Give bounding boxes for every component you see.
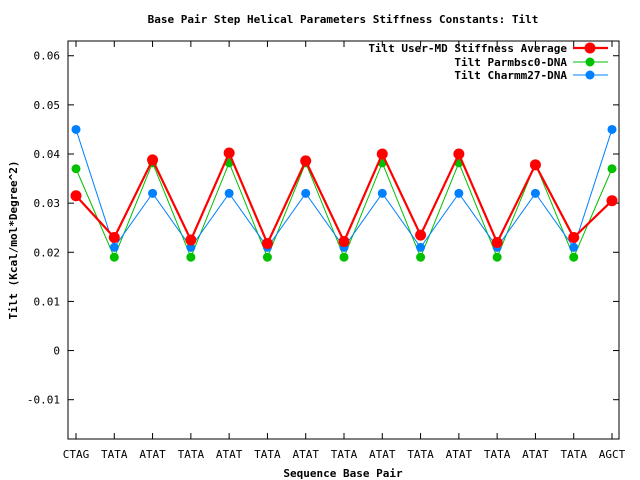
y-axis-label: Tilt (Kcal/mol*Degree^2) — [7, 161, 20, 320]
x-tick-label: ATAT — [139, 448, 166, 461]
legend-marker — [585, 70, 595, 80]
x-tick-label: ATAT — [292, 448, 319, 461]
x-axis-label: Sequence Base Pair — [283, 467, 403, 480]
x-tick-label: ATAT — [369, 448, 396, 461]
x-tick-label: ATAT — [446, 448, 473, 461]
x-tick-label: CTAG — [63, 448, 90, 461]
x-tick-label: ATAT — [216, 448, 243, 461]
data-point — [108, 232, 120, 244]
data-point — [186, 242, 196, 252]
x-tick-label: TATA — [560, 448, 587, 461]
y-tick-label: 0.05 — [34, 99, 61, 112]
chart-title: Base Pair Step Helical Parameters Stiffn… — [148, 13, 539, 26]
data-point — [262, 252, 272, 262]
data-point — [492, 252, 502, 262]
data-point — [338, 235, 350, 247]
data-point — [223, 147, 235, 159]
data-point — [186, 252, 196, 262]
series-0 — [70, 147, 618, 249]
data-point — [568, 232, 580, 244]
y-tick-label: 0.04 — [34, 148, 61, 161]
data-point — [530, 188, 540, 198]
y-tick-label: 0.06 — [34, 50, 61, 63]
data-point — [71, 124, 81, 134]
data-point — [569, 242, 579, 252]
series-2 — [71, 124, 617, 252]
y-tick-label: 0.03 — [34, 197, 61, 210]
legend-label: Tilt User-MD Stiffness Average — [368, 42, 567, 55]
x-tick-label: TATA — [178, 448, 205, 461]
data-point — [261, 237, 273, 249]
data-point — [529, 159, 541, 171]
data-point — [148, 188, 158, 198]
legend-marker — [584, 42, 596, 54]
y-axis: -0.01 0 0.01 0.02 0.03 0.04 0.05 0.06 — [27, 50, 619, 407]
legend-label: Tilt Parmbsc0-DNA — [454, 56, 567, 69]
data-point — [491, 236, 503, 248]
legend-label: Tilt Charmm27-DNA — [454, 69, 567, 82]
data-point — [70, 190, 82, 202]
data-point — [109, 252, 119, 262]
data-point — [109, 242, 119, 252]
x-tick-label: TATA — [254, 448, 281, 461]
data-point — [376, 148, 388, 160]
x-tick-label: TATA — [331, 448, 358, 461]
y-tick-label: -0.01 — [27, 394, 60, 407]
x-tick-label: TATA — [101, 448, 128, 461]
y-tick-label: 0.01 — [34, 295, 61, 308]
legend-marker — [585, 57, 595, 67]
x-tick-label: TATA — [407, 448, 434, 461]
data-point — [147, 154, 159, 166]
data-point — [301, 188, 311, 198]
y-tick-label: 0.02 — [34, 246, 61, 259]
data-point — [224, 188, 234, 198]
x-axis: CTAG TATA ATAT TATA ATAT TATA ATAT TATA ATAT TATA… — [63, 41, 626, 461]
series-layer — [70, 124, 618, 262]
data-point — [416, 242, 426, 252]
data-point — [606, 195, 618, 207]
data-point — [415, 229, 427, 241]
data-point — [339, 252, 349, 262]
data-point — [453, 148, 465, 160]
data-point — [185, 234, 197, 246]
series-line — [75, 129, 613, 249]
data-point — [607, 164, 617, 174]
x-tick-label: TATA — [484, 448, 511, 461]
data-point — [454, 188, 464, 198]
data-point — [377, 188, 387, 198]
data-point — [300, 155, 312, 167]
x-tick-label: ATAT — [522, 448, 549, 461]
data-point — [607, 124, 617, 134]
y-tick-label: 0 — [53, 345, 60, 358]
x-tick-label: AGCT — [599, 448, 626, 461]
data-point — [71, 164, 81, 174]
data-point — [569, 252, 579, 262]
data-point — [416, 252, 426, 262]
